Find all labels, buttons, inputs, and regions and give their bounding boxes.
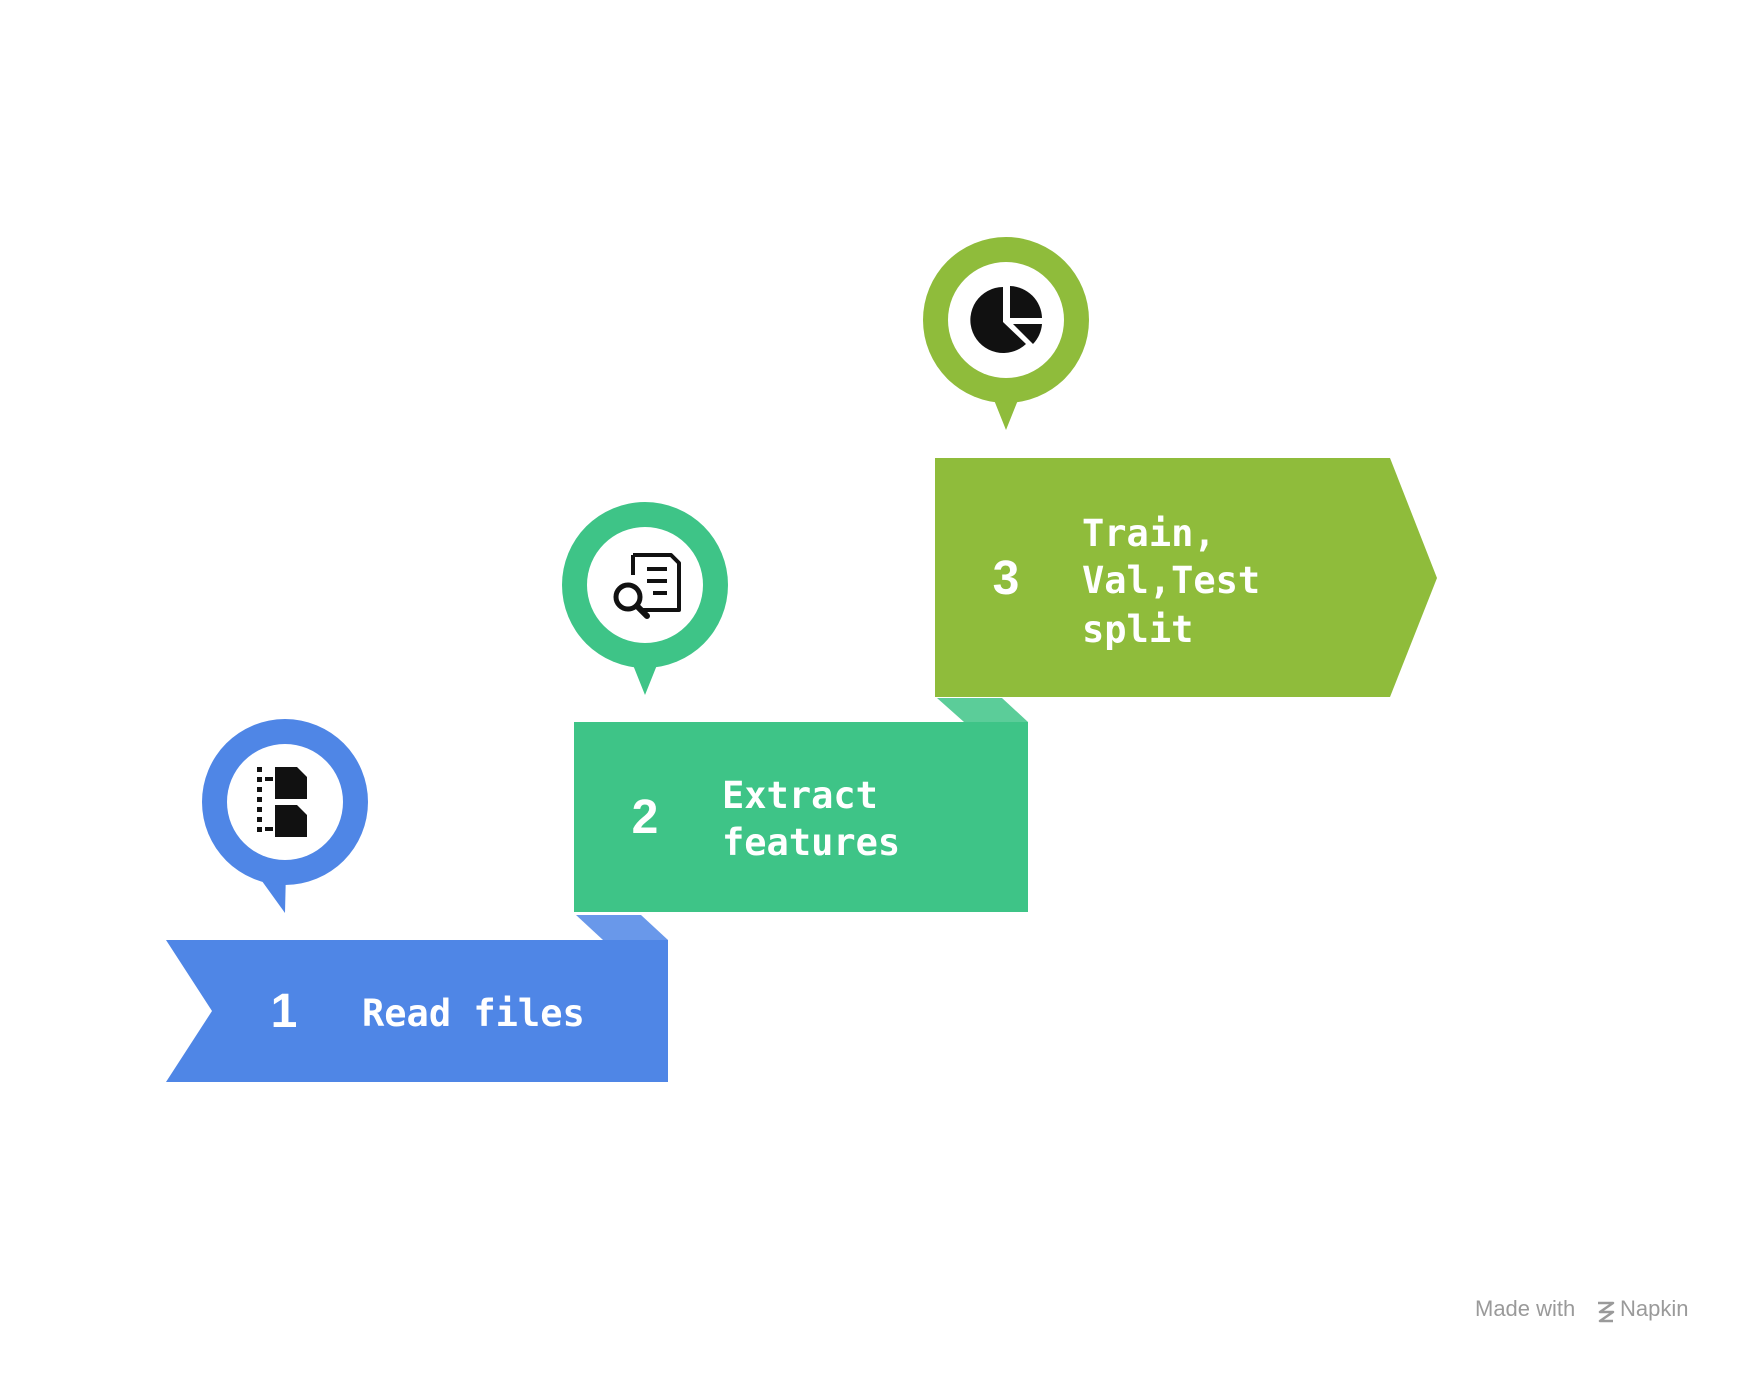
step-1-label: Read files xyxy=(362,992,585,1035)
step-1: 1 Read files xyxy=(166,719,668,1082)
document-search-icon xyxy=(613,553,681,619)
watermark-prefix: Made with xyxy=(1475,1296,1576,1321)
step-3: 3 Train, Val,Test split xyxy=(923,237,1437,697)
step-1-banner xyxy=(166,940,668,1082)
napkin-logo-icon xyxy=(1598,1301,1615,1323)
step-3-banner xyxy=(935,458,1437,697)
step-2-banner xyxy=(574,722,1028,912)
step-1-pin xyxy=(202,719,368,913)
step-3-pin xyxy=(923,237,1089,430)
file-split-icon xyxy=(257,767,307,837)
step-2-label: Extract features xyxy=(722,774,900,864)
pie-chart-icon xyxy=(970,286,1042,353)
step-1-number: 1 xyxy=(271,985,298,1038)
step-3-number: 3 xyxy=(993,552,1020,605)
step-3-label: Train, Val,Test split xyxy=(1082,512,1283,651)
step-2-fold xyxy=(937,698,1028,722)
step-1-fold xyxy=(576,915,668,940)
step-2-number: 2 xyxy=(632,791,659,844)
step-2: 2 Extract features xyxy=(562,502,1028,912)
watermark-brand: Napkin xyxy=(1620,1296,1689,1321)
step-2-pin xyxy=(562,502,728,695)
